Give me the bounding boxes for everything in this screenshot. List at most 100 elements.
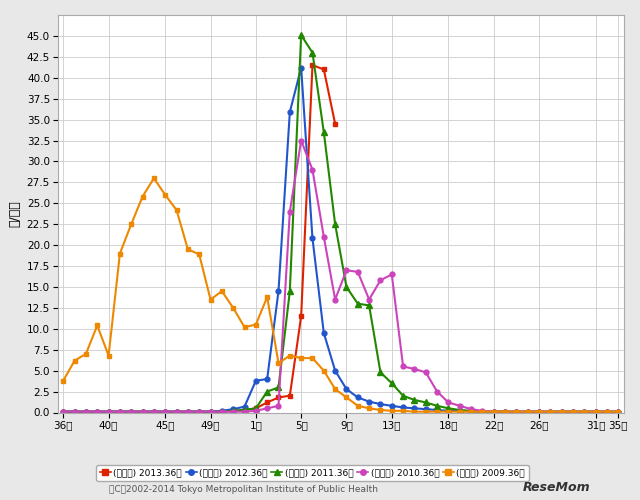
（東京都） 2012.36～ bbox=[161, 408, 169, 414]
（東京都） 2009.36～ bbox=[342, 394, 350, 400]
（東京都） 2012.36～ bbox=[603, 408, 611, 414]
（東京都） 2012.36～ bbox=[184, 408, 192, 414]
Line: （東京都） 2011.36～: （東京都） 2011.36～ bbox=[61, 32, 621, 414]
（東京都） 2011.36～ bbox=[127, 408, 135, 414]
（東京都） 2010.36～ bbox=[82, 408, 90, 414]
（東京都） 2009.36～ bbox=[614, 408, 622, 414]
（東京都） 2013.36～ bbox=[320, 66, 328, 72]
（東京都） 2012.36～ bbox=[71, 408, 79, 414]
（東京都） 2011.36～ bbox=[580, 408, 588, 414]
Line: （東京都） 2012.36～: （東京都） 2012.36～ bbox=[61, 66, 621, 414]
（東京都） 2012.36～ bbox=[479, 408, 486, 414]
（東京都） 2009.36～ bbox=[173, 207, 180, 213]
（東京都） 2012.36～ bbox=[275, 288, 282, 294]
（東京都） 2012.36～ bbox=[411, 406, 419, 411]
（東京都） 2013.36～ bbox=[229, 408, 237, 414]
（東京都） 2011.36～ bbox=[558, 408, 566, 414]
（東京都） 2009.36～ bbox=[433, 408, 441, 414]
（東京都） 2012.36～ bbox=[218, 408, 226, 414]
（東京都） 2010.36～ bbox=[365, 296, 373, 302]
（東京都） 2009.36～ bbox=[422, 408, 429, 414]
（東京都） 2010.36～ bbox=[592, 408, 600, 414]
（東京都） 2011.36～ bbox=[286, 288, 294, 294]
（東京都） 2010.36～ bbox=[150, 408, 157, 414]
（東京都） 2012.36～ bbox=[173, 408, 180, 414]
（東京都） 2010.36～ bbox=[60, 408, 67, 414]
（東京都） 2011.36～ bbox=[456, 407, 463, 413]
（東京都） 2011.36～ bbox=[399, 393, 407, 399]
（東京都） 2012.36～ bbox=[490, 408, 497, 414]
（東京都） 2011.36～ bbox=[298, 32, 305, 38]
（東京都） 2011.36～ bbox=[365, 302, 373, 308]
（東京都） 2012.36～ bbox=[286, 109, 294, 115]
（東京都） 2012.36～ bbox=[207, 408, 214, 414]
（東京都） 2013.36～ bbox=[71, 408, 79, 414]
（東京都） 2011.36～ bbox=[71, 408, 79, 414]
（東京都） 2010.36～ bbox=[218, 408, 226, 414]
（東京都） 2009.36～ bbox=[592, 408, 600, 414]
（東京都） 2010.36～ bbox=[399, 364, 407, 370]
（東京都） 2013.36～ bbox=[263, 400, 271, 406]
（東京都） 2011.36～ bbox=[524, 408, 532, 414]
（東京都） 2011.36～ bbox=[263, 388, 271, 394]
（東京都） 2013.36～ bbox=[161, 408, 169, 414]
（東京都） 2010.36～ bbox=[332, 296, 339, 302]
（東京都） 2012.36～ bbox=[433, 407, 441, 413]
（東京都） 2009.36～ bbox=[354, 403, 362, 409]
（東京都） 2009.36～ bbox=[127, 221, 135, 227]
（東京都） 2011.36～ bbox=[376, 370, 384, 376]
（東京都） 2012.36～ bbox=[456, 408, 463, 414]
（東京都） 2010.36～ bbox=[139, 408, 147, 414]
（東京都） 2009.36～ bbox=[286, 352, 294, 358]
（東京都） 2009.36～ bbox=[263, 294, 271, 300]
（東京都） 2010.36～ bbox=[535, 408, 543, 414]
（東京都） 2013.36～ bbox=[286, 393, 294, 399]
（東京都） 2012.36～ bbox=[150, 408, 157, 414]
（東京都） 2010.36～ bbox=[320, 234, 328, 240]
（東京都） 2011.36～ bbox=[614, 408, 622, 414]
Text: ReseMom: ReseMom bbox=[523, 481, 591, 494]
（東京都） 2011.36～ bbox=[422, 400, 429, 406]
（東京都） 2011.36～ bbox=[320, 129, 328, 135]
（東京都） 2010.36～ bbox=[308, 167, 316, 173]
（東京都） 2012.36～ bbox=[513, 408, 520, 414]
（東京都） 2010.36～ bbox=[184, 408, 192, 414]
（東京都） 2010.36～ bbox=[354, 269, 362, 275]
（東京都） 2010.36～ bbox=[161, 408, 169, 414]
（東京都） 2009.36～ bbox=[332, 386, 339, 392]
（東京都） 2010.36～ bbox=[298, 138, 305, 143]
（東京都） 2012.36～ bbox=[614, 408, 622, 414]
（東京都） 2011.36～ bbox=[161, 408, 169, 414]
（東京都） 2012.36～ bbox=[241, 404, 248, 409]
（東京都） 2012.36～ bbox=[93, 408, 101, 414]
（東京都） 2011.36～ bbox=[241, 407, 248, 413]
（東京都） 2012.36～ bbox=[105, 408, 113, 414]
（東京都） 2013.36～ bbox=[184, 408, 192, 414]
（東京都） 2010.36～ bbox=[467, 406, 475, 412]
（東京都） 2009.36～ bbox=[490, 408, 497, 414]
（東京都） 2010.36～ bbox=[513, 408, 520, 414]
（東京都） 2009.36～ bbox=[558, 408, 566, 414]
（東京都） 2012.36～ bbox=[60, 408, 67, 414]
（東京都） 2009.36～ bbox=[580, 408, 588, 414]
（東京都） 2010.36～ bbox=[93, 408, 101, 414]
（東京都） 2013.36～ bbox=[275, 394, 282, 400]
（東京都） 2011.36～ bbox=[207, 408, 214, 414]
（東京都） 2009.36～ bbox=[456, 408, 463, 414]
（東京都） 2010.36～ bbox=[207, 408, 214, 414]
（東京都） 2009.36～ bbox=[207, 296, 214, 302]
（東京都） 2009.36～ bbox=[524, 408, 532, 414]
（東京都） 2011.36～ bbox=[82, 408, 90, 414]
（東京都） 2013.36～ bbox=[308, 62, 316, 68]
（東京都） 2011.36～ bbox=[218, 408, 226, 414]
（東京都） 2010.36～ bbox=[342, 267, 350, 273]
（東京都） 2010.36～ bbox=[603, 408, 611, 414]
（東京都） 2011.36～ bbox=[139, 408, 147, 414]
（東京都） 2012.36～ bbox=[263, 376, 271, 382]
（東京都） 2010.36～ bbox=[195, 408, 203, 414]
（東京都） 2009.36～ bbox=[513, 408, 520, 414]
（東京都） 2009.36～ bbox=[479, 408, 486, 414]
（東京都） 2011.36～ bbox=[173, 408, 180, 414]
（東京都） 2011.36～ bbox=[342, 284, 350, 290]
（東京都） 2009.36～ bbox=[139, 194, 147, 200]
